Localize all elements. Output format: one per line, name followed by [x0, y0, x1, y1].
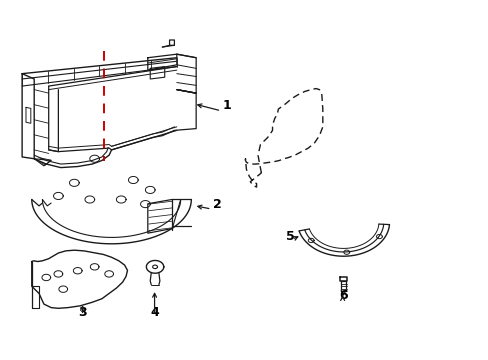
Text: 6: 6	[338, 289, 346, 302]
Text: 2: 2	[212, 198, 221, 211]
Text: 5: 5	[285, 230, 294, 243]
Text: 1: 1	[223, 99, 231, 112]
Text: 4: 4	[150, 306, 159, 319]
Text: 3: 3	[78, 306, 86, 319]
